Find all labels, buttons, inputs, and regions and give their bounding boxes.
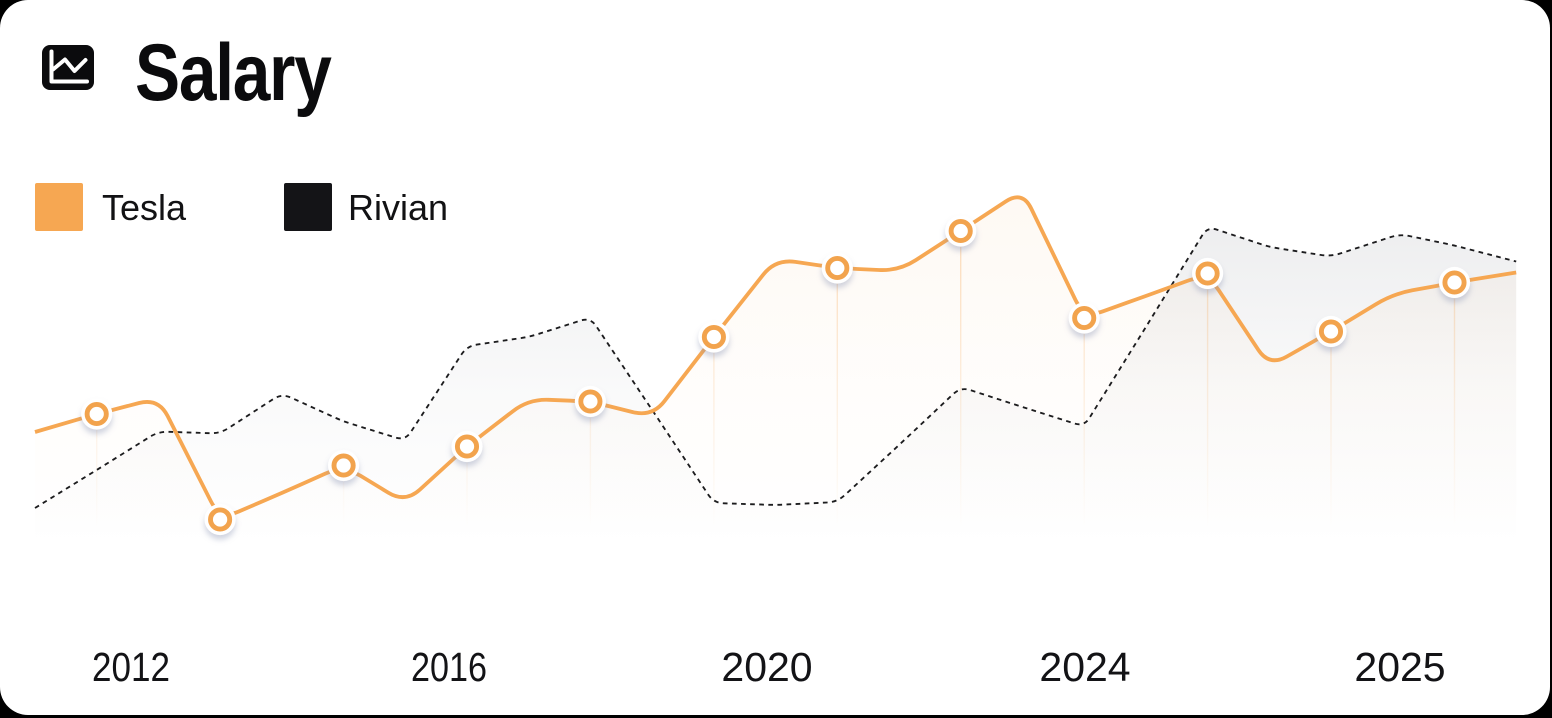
svg-text:2020: 2020 xyxy=(721,644,812,690)
svg-text:2012: 2012 xyxy=(92,644,170,690)
svg-text:2025: 2025 xyxy=(1354,644,1445,690)
svg-text:2016: 2016 xyxy=(411,644,487,690)
svg-text:2024: 2024 xyxy=(1039,644,1130,690)
